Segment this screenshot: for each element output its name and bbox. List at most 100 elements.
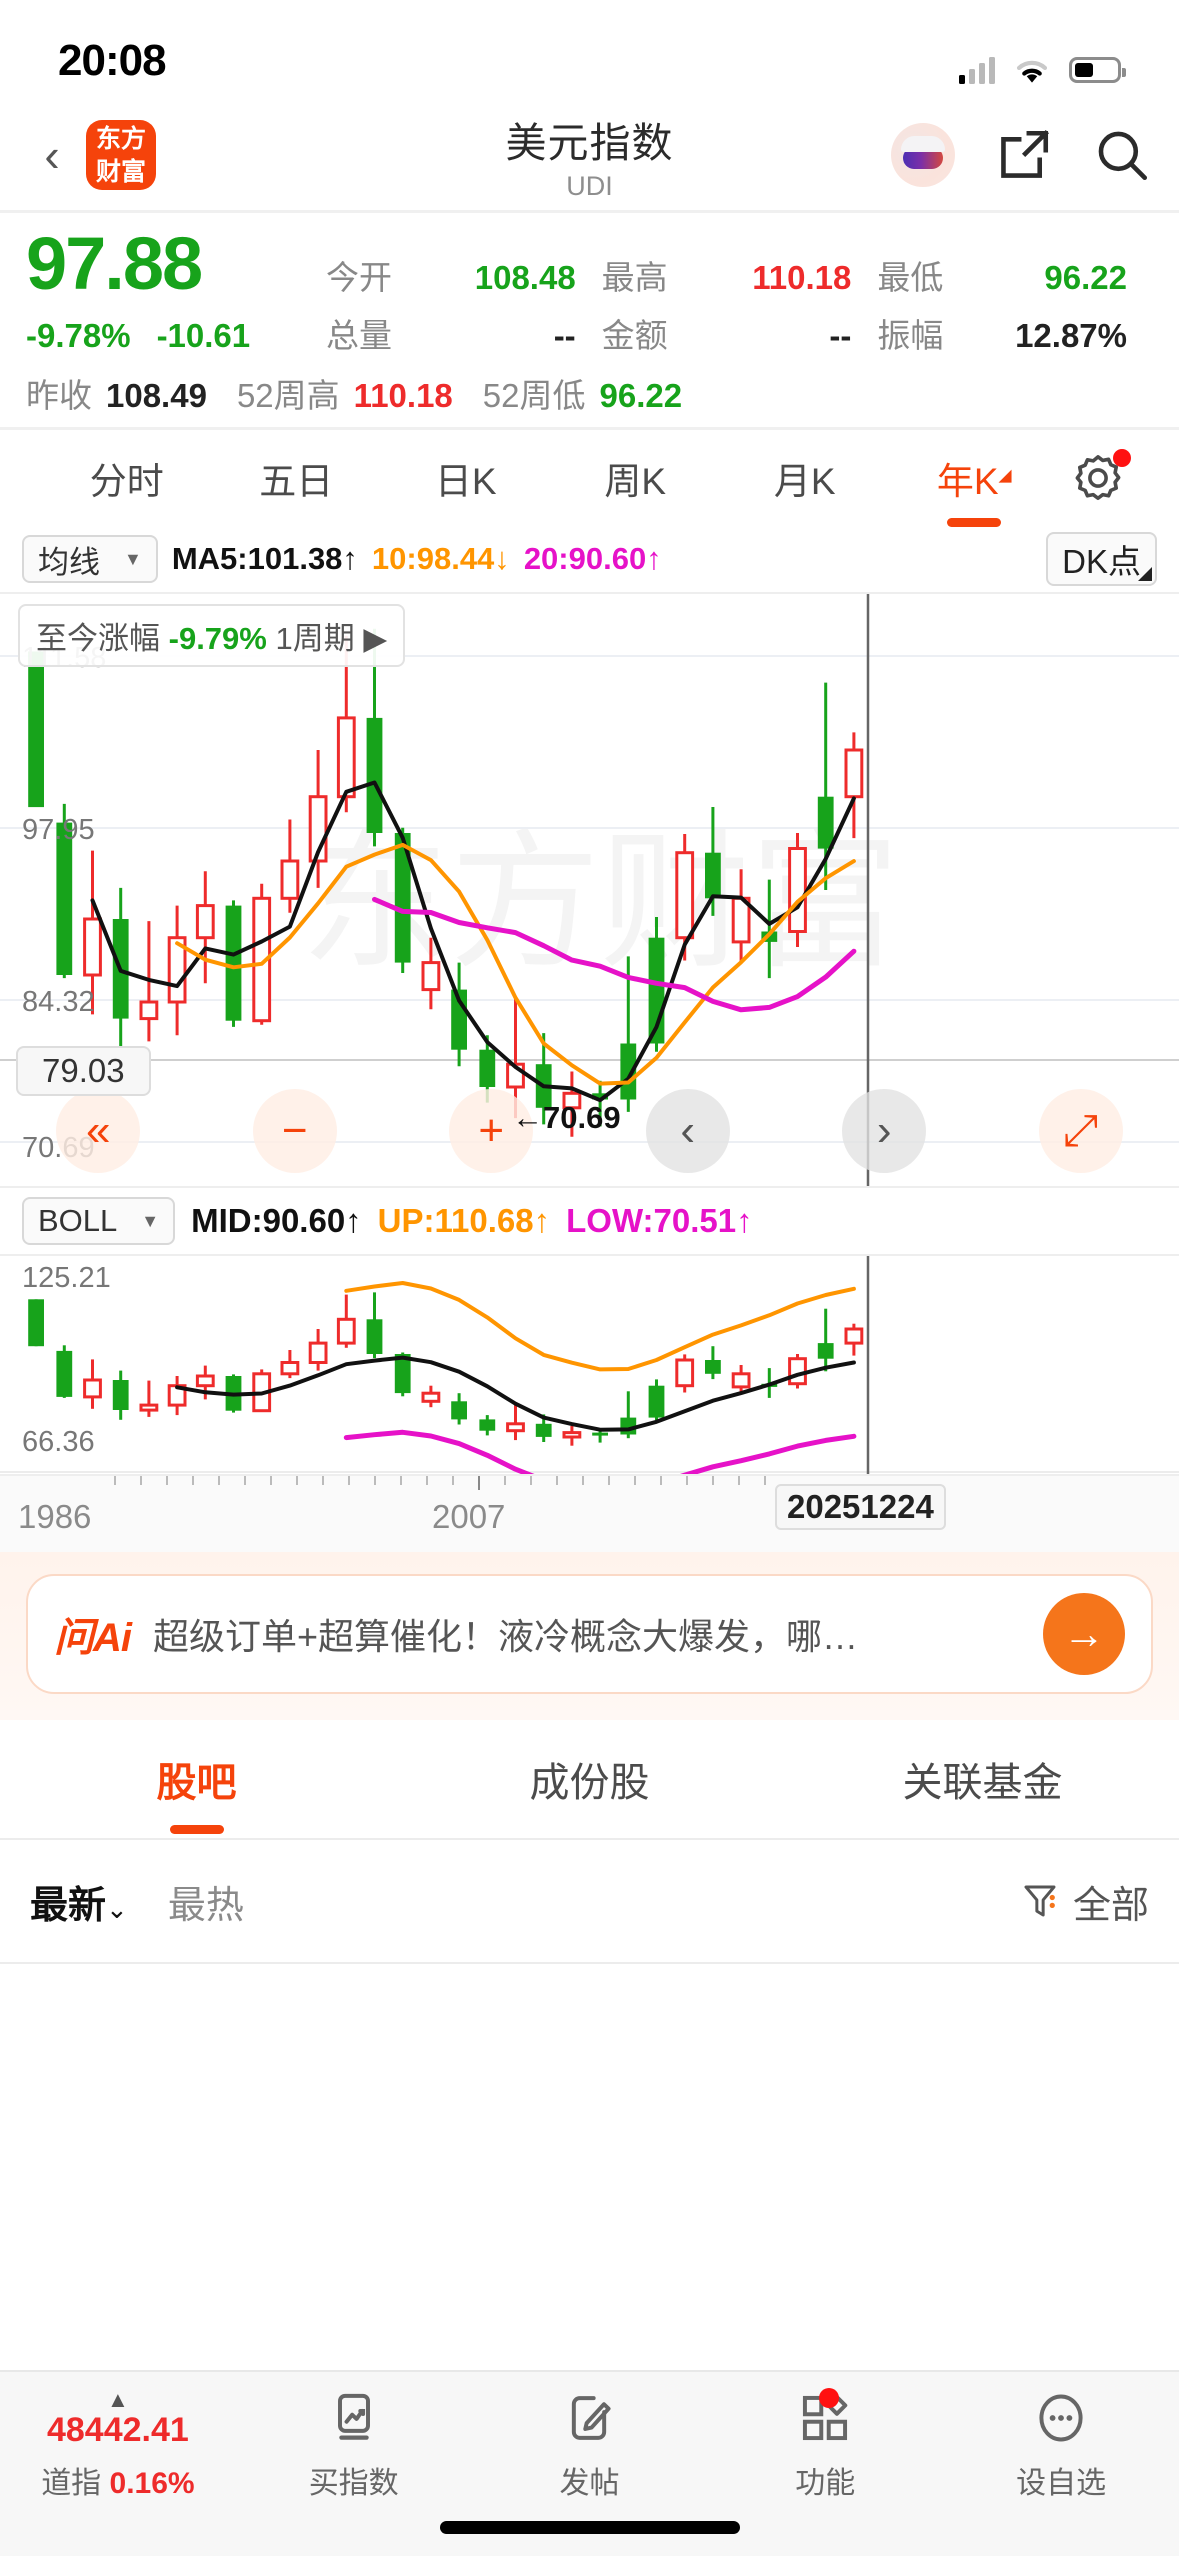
bottom-nav-functions[interactable]: 功能 [707, 2386, 943, 2502]
back-button[interactable]: ‹ [44, 129, 60, 181]
bottom-navigation-bar: ▲ 48442.41 道指 0.16% 买指数 发帖 [0, 2370, 1179, 2556]
search-icon[interactable] [1093, 126, 1151, 184]
header-actions [891, 123, 1151, 187]
dk-point-button[interactable]: DK点 [1046, 532, 1157, 586]
status-bar: 20:08 [0, 0, 1179, 100]
quote-field-volume: 总量 -- [326, 309, 602, 357]
quote-field-low: 最低 96.22 [877, 251, 1153, 299]
quote-label: 金额 [601, 317, 668, 354]
gain-since-period: 1周期 [275, 621, 355, 656]
battery-icon [1069, 57, 1126, 83]
filter-all-button[interactable]: 全部 [1019, 1874, 1149, 1929]
tab-related-funds[interactable]: 关联基金 [902, 1761, 1063, 1805]
sort-latest-button[interactable]: 最新⌄ [30, 1874, 128, 1929]
sub-y-axis-label-top: 125.21 [22, 1262, 111, 1294]
filter-all-label: 全部 [1072, 1884, 1149, 1927]
next-button[interactable]: › [842, 1089, 927, 1173]
brand-logo[interactable]: 东方 财富 [86, 120, 156, 190]
sort-hottest-button[interactable]: 最热 [167, 1884, 244, 1927]
boll-indicator-bar: BOLL ▼ MID:90.60↑ UP:110.68↑ LOW:70.51↑ [0, 1186, 1179, 1256]
share-icon[interactable] [995, 126, 1053, 184]
sort-latest-label: 最新 [30, 1884, 107, 1927]
quote-value-52w-low: 96.22 [599, 377, 683, 414]
arrow-right-icon[interactable]: → [1043, 1593, 1125, 1675]
main-candlestick-chart[interactable]: 至今涨幅 -9.79% 1周期 ▶ 东方财富 111.58 97.95 84.3… [0, 594, 1179, 1186]
bottom-nav-buy-index[interactable]: 买指数 [236, 2386, 472, 2502]
ellipsis-circle-icon [1033, 2386, 1089, 2450]
tab-yearly-k[interactable]: 年K◢ [890, 451, 1060, 505]
bottom-nav-index[interactable]: ▲ 48442.41 道指 0.16% [0, 2386, 236, 2502]
quote-label: 今开 [326, 259, 392, 296]
quote-row-2: -9.78% -10.61 总量 -- 金额 -- 振幅 12.87% [26, 309, 1153, 357]
change-group: -9.78% -10.61 [26, 317, 326, 355]
date-label-start: 1986 [18, 1498, 92, 1535]
gain-since-badge[interactable]: 至今涨幅 -9.79% 1周期 ▶ [18, 604, 406, 667]
zoom-in-button[interactable]: + [449, 1089, 534, 1173]
prev-button[interactable]: ‹ [645, 1089, 730, 1173]
bottom-nav-label: 发帖 [559, 2467, 620, 2500]
y-axis-highlight-tag: 79.03 [16, 1046, 151, 1096]
quote-label-52w-low: 52周低 [482, 377, 586, 414]
tab-minute[interactable]: 分时 [89, 461, 164, 502]
chart-control-bar: « − + ‹ › ⤢ [0, 1076, 1179, 1186]
ma10-value: 10:98.44↓ [371, 541, 510, 576]
ma20-value: 20:90.60↑ [523, 541, 662, 576]
period-tab-bar: 分时 五日 日K 周K 月K 年K◢ [0, 430, 1179, 526]
funnel-icon [1024, 1885, 1056, 1917]
tab-guba[interactable]: 股吧 [0, 1750, 393, 1808]
date-tick-marks [114, 1476, 766, 1490]
dk-point-label: DK点 [1062, 543, 1141, 580]
boll-sub-chart[interactable]: 125.21 66.36 [0, 1256, 1179, 1493]
boll-selector[interactable]: BOLL ▼ [22, 1197, 176, 1245]
gain-since-arrow-icon: ▶ [363, 621, 388, 656]
bottom-nav-post[interactable]: 发帖 [472, 2386, 708, 2502]
bottom-nav-watchlist[interactable]: 设自选 [943, 2386, 1179, 2502]
quote-value: 108.48 [474, 259, 576, 296]
ma-selector[interactable]: 均线 ▼ [22, 535, 158, 583]
cellular-icon [959, 56, 995, 84]
y-axis-label-2: 97.95 [22, 814, 95, 846]
fullscreen-button[interactable]: ⤢ [1038, 1089, 1123, 1173]
date-label-mid: 2007 [432, 1498, 506, 1535]
gain-since-label: 至今涨幅 [36, 621, 160, 656]
ad-text: 超级订单+超算催化！液冷概念大爆发，哪… [153, 1616, 859, 1657]
last-price: 97.88 [26, 222, 203, 305]
tab-monthly-k[interactable]: 月K [773, 461, 836, 502]
up-caret-icon: ▲ [107, 2387, 129, 2412]
chevron-down-icon: ▼ [124, 548, 142, 569]
y-axis-label-3: 84.32 [22, 986, 95, 1018]
boll-canvas[interactable] [0, 1256, 1179, 1493]
ad-banner-container: 问Ai 超级订单+超算催化！液冷概念大爆发，哪… → [0, 1552, 1179, 1720]
quote-label-52w-high: 52周高 [236, 377, 340, 414]
sub-y-axis-label-bottom: 66.36 [22, 1426, 95, 1458]
candlestick-canvas[interactable]: 东方财富 [0, 594, 1179, 1186]
index-ticker: ▲ 48442.41 [47, 2386, 189, 2450]
quote-label: 总量 [326, 317, 392, 354]
quote-field-high: 最高 110.18 [602, 251, 878, 299]
tab-daily-k[interactable]: 日K [434, 461, 497, 502]
change-absolute: -10.61 [156, 317, 251, 354]
quote-value: -- [553, 317, 576, 354]
boll-mid-value: MID:90.60↑ [191, 1202, 362, 1239]
quote-field-open: 今开 108.48 [326, 251, 602, 299]
wifi-icon [1016, 60, 1048, 83]
ad-logo: 问Ai [54, 1616, 132, 1660]
quote-panel: 97.88 今开 108.48 最高 110.18 最低 96.22 -9.78… [0, 213, 1179, 427]
zoom-out-button[interactable]: − [252, 1089, 337, 1173]
chart-settings-button[interactable] [1059, 449, 1137, 505]
bottom-nav-label: 功能 [795, 2467, 856, 2500]
tab-five-day[interactable]: 五日 [259, 461, 334, 502]
ad-banner[interactable]: 问Ai 超级订单+超算催化！液冷概念大爆发，哪… → [26, 1574, 1153, 1694]
quote-divider [0, 427, 1179, 430]
section-tab-bar: 股吧 成份股 关联基金 [0, 1720, 1179, 1840]
quote-field-amplitude: 振幅 12.87% [877, 309, 1153, 357]
tab-yearly-k-label: 年K [936, 461, 999, 502]
tab-weekly-k[interactable]: 周K [604, 461, 667, 502]
bottom-nav-label: 设自选 [1016, 2467, 1107, 2500]
index-name: 道指 [41, 2467, 102, 2500]
date-axis: 1986 2007 2025 20251224 [0, 1474, 1179, 1552]
header-divider [0, 210, 1179, 213]
rewind-button[interactable]: « [56, 1089, 141, 1173]
tab-constituents[interactable]: 成份股 [529, 1761, 650, 1805]
ai-robot-avatar[interactable] [891, 123, 955, 187]
